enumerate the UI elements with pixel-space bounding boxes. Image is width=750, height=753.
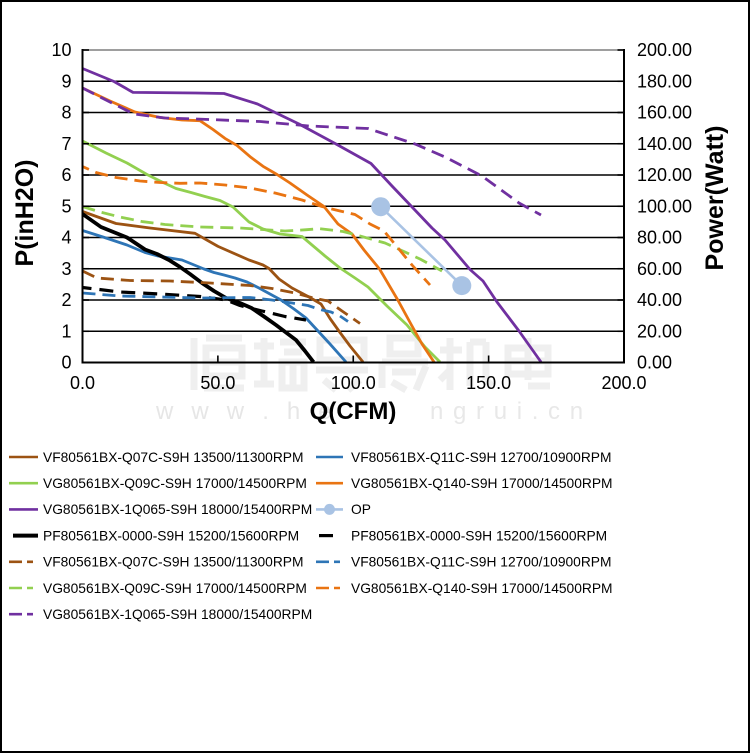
svg-text:200.00: 200.00	[637, 40, 692, 60]
svg-text:4: 4	[61, 228, 71, 248]
svg-text:0: 0	[61, 353, 71, 373]
svg-text:20.00: 20.00	[637, 321, 682, 341]
svg-text:100.0: 100.0	[331, 373, 376, 393]
svg-text:140.00: 140.00	[637, 134, 692, 154]
svg-text:VG80561BX-Q140-S9H 17000/14500: VG80561BX-Q140-S9H 17000/14500RPM	[351, 476, 613, 491]
svg-text:PF80561BX-0000-S9H 15200/15600: PF80561BX-0000-S9H 15200/15600RPM	[351, 528, 607, 543]
svg-text:VG80561BX-1Q065-S9H 18000/1540: VG80561BX-1Q065-S9H 18000/15400RPM	[43, 607, 312, 622]
svg-text:Power(Watt): Power(Watt)	[701, 126, 729, 271]
svg-text:VF80561BX-Q07C-S9H 13500/11300: VF80561BX-Q07C-S9H 13500/11300RPM	[43, 450, 304, 465]
svg-text:VG80561BX-Q140-S9H 17000/14500: VG80561BX-Q140-S9H 17000/14500RPM	[351, 581, 613, 596]
svg-text:5: 5	[61, 196, 71, 216]
svg-text:VG80561BX-Q09C-S9H 17000/14500: VG80561BX-Q09C-S9H 17000/14500RPM	[43, 476, 307, 491]
svg-text:40.00: 40.00	[637, 290, 682, 310]
svg-text:VF80561BX-Q11C-S9H 12700/10900: VF80561BX-Q11C-S9H 12700/10900RPM	[351, 450, 612, 465]
svg-text:PF80561BX-0000-S9H 15200/15600: PF80561BX-0000-S9H 15200/15600RPM	[43, 528, 299, 543]
svg-text:100.00: 100.00	[637, 196, 692, 216]
svg-text:VF80561BX-Q07C-S9H 13500/11300: VF80561BX-Q07C-S9H 13500/11300RPM	[43, 555, 304, 570]
svg-text:80.00: 80.00	[637, 228, 682, 248]
svg-text:2: 2	[61, 290, 71, 310]
svg-text:200.0: 200.0	[601, 373, 646, 393]
svg-text:160.00: 160.00	[637, 103, 692, 123]
svg-text:VG80561BX-Q09C-S9H 17000/14500: VG80561BX-Q09C-S9H 17000/14500RPM	[43, 581, 307, 596]
svg-text:P(inH2O): P(inH2O)	[11, 160, 39, 267]
svg-text:OP: OP	[351, 502, 371, 517]
svg-text:180.00: 180.00	[637, 71, 692, 91]
svg-text:6: 6	[61, 165, 71, 185]
svg-text:60.00: 60.00	[637, 259, 682, 279]
svg-text:9: 9	[61, 71, 71, 91]
svg-text:1: 1	[61, 321, 71, 341]
svg-text:3: 3	[61, 259, 71, 279]
svg-text:Q(CFM): Q(CFM)	[310, 398, 397, 425]
svg-text:0.0: 0.0	[70, 373, 95, 393]
svg-text:n g r u i . c n: n g r u i . c n	[430, 398, 585, 425]
svg-text:120.00: 120.00	[637, 165, 692, 185]
svg-text:50.0: 50.0	[200, 373, 235, 393]
svg-text:0.00: 0.00	[637, 353, 672, 373]
svg-text:w w w . h e: w w w . h e	[155, 398, 337, 425]
svg-text:VG80561BX-1Q065-S9H 18000/1540: VG80561BX-1Q065-S9H 18000/15400RPM	[43, 502, 312, 517]
svg-text:8: 8	[61, 103, 71, 123]
svg-text:7: 7	[61, 134, 71, 154]
svg-text:150.0: 150.0	[466, 373, 511, 393]
svg-text:VF80561BX-Q11C-S9H 12700/10900: VF80561BX-Q11C-S9H 12700/10900RPM	[351, 555, 612, 570]
svg-text:10: 10	[51, 40, 71, 60]
